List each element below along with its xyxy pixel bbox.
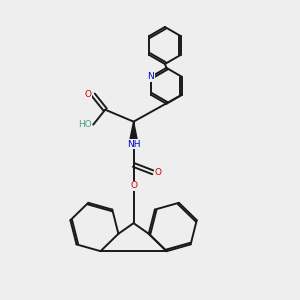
Text: N: N (148, 72, 154, 81)
Text: NH: NH (127, 140, 140, 148)
Text: O: O (130, 181, 137, 190)
Text: O: O (85, 90, 92, 99)
Text: O: O (154, 168, 161, 177)
Text: HO: HO (78, 120, 92, 129)
Polygon shape (130, 122, 137, 140)
